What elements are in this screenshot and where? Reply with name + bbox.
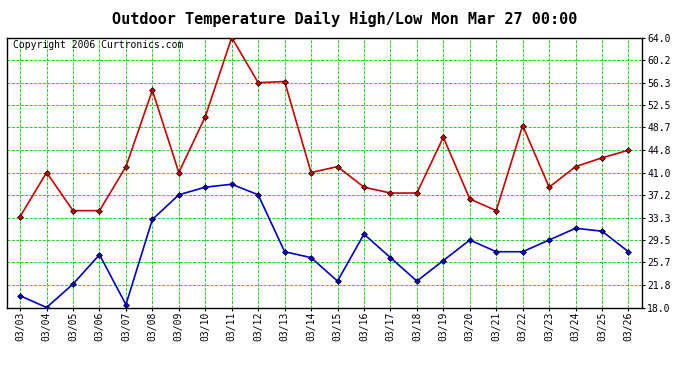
Text: Copyright 2006 Curtronics.com: Copyright 2006 Curtronics.com: [13, 40, 184, 50]
Text: Outdoor Temperature Daily High/Low Mon Mar 27 00:00: Outdoor Temperature Daily High/Low Mon M…: [112, 11, 578, 27]
